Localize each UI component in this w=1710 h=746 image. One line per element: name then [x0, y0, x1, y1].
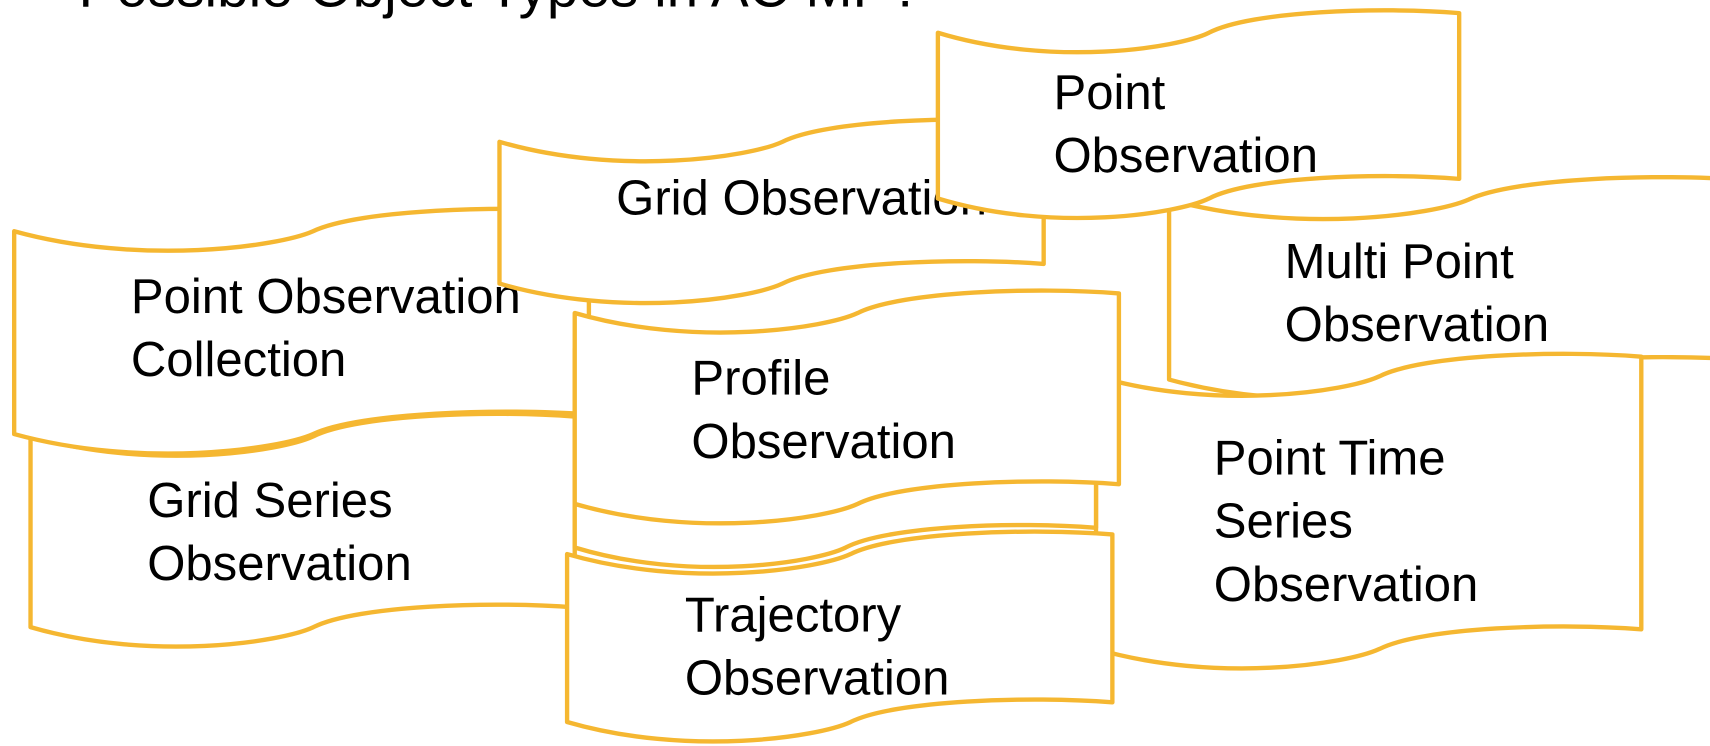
node-label: Trajectory — [685, 588, 902, 642]
node-label: Point Observation — [131, 270, 521, 324]
node-label: Grid Series — [147, 474, 392, 528]
node-label: Observation — [1285, 298, 1550, 352]
node-label: Point Time — [1214, 431, 1446, 485]
node-shape — [1093, 351, 1644, 671]
node-shape — [497, 117, 1046, 306]
node-label: Observation — [691, 415, 956, 469]
node-label: Observation — [1214, 558, 1479, 612]
node-shape — [572, 288, 1122, 526]
node-label: Grid Observation — [616, 172, 987, 226]
node-label: Collection — [131, 333, 346, 387]
node-label: Observation — [1053, 129, 1318, 183]
node-label: Point — [1053, 66, 1165, 120]
node-shape — [564, 529, 1115, 744]
node-label: Observation — [685, 652, 950, 706]
node-label: Observation — [147, 537, 412, 591]
node-label: Series — [1214, 495, 1353, 549]
node-shape — [935, 8, 1462, 221]
node-label: Profile — [691, 352, 830, 406]
title: Possible Object Types in AC MP? — [79, 0, 922, 20]
node-label: Multi Point — [1285, 235, 1514, 289]
